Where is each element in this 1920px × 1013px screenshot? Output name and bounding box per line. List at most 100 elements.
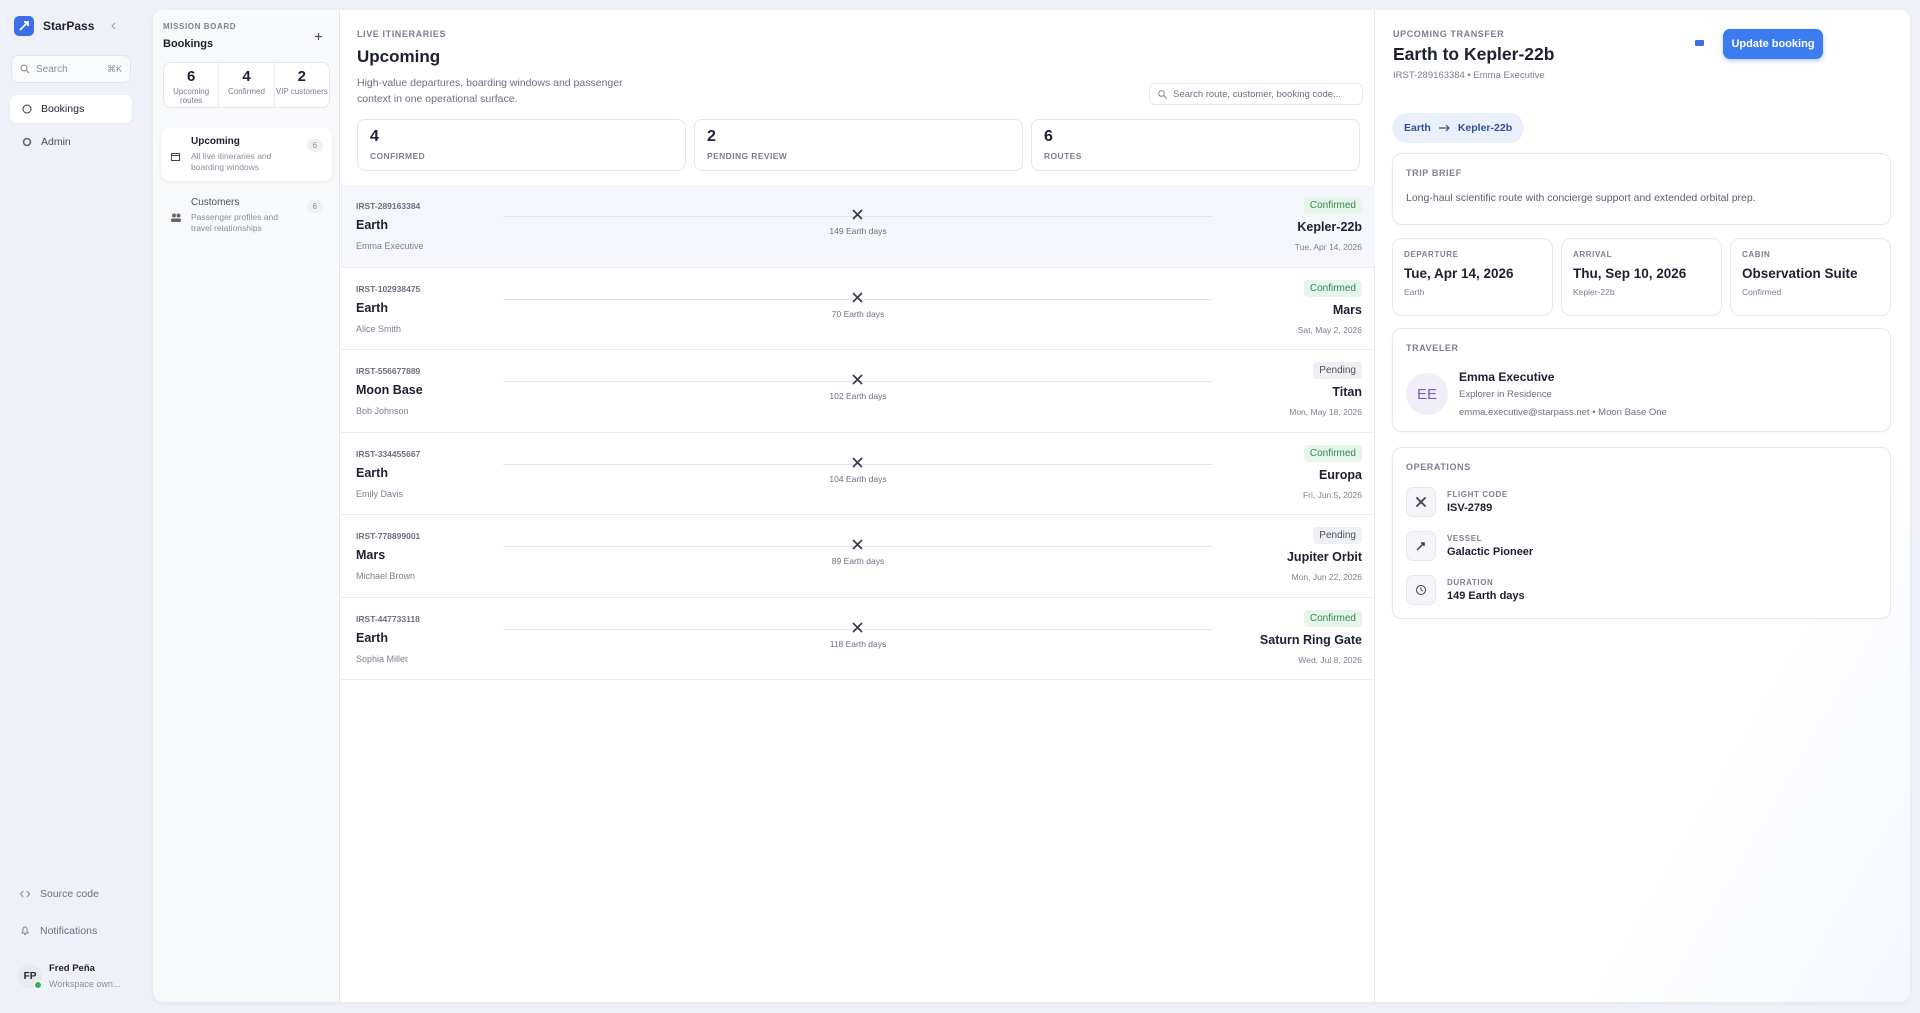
customer: Sophia Miller — [356, 653, 409, 664]
destination: Europa — [1318, 467, 1362, 482]
route-destination: Kepler-22b — [1457, 122, 1513, 134]
fact-sub: Earth — [1404, 287, 1425, 297]
view-description: All live itineraries and boarding window… — [191, 151, 272, 172]
card-icon[interactable] — [1695, 40, 1705, 47]
brand-name: StarPass — [43, 19, 95, 33]
itinerary-row[interactable]: IRST-447733118 Earth Sophia Miller 118 E… — [341, 598, 1375, 680]
avatar[interactable]: FP — [18, 964, 42, 988]
date: Tue, Apr 14, 2026 — [1294, 242, 1362, 252]
itinerary-row[interactable]: IRST-334455667 Earth Emily Davis 104 Ear… — [341, 433, 1375, 515]
date: Mon, Jun 22, 2026 — [1291, 572, 1362, 582]
operation-icon — [1406, 575, 1436, 605]
destination: Mars — [1332, 302, 1362, 317]
stat: 2 VIP customers — [275, 63, 329, 107]
collapse-icon[interactable] — [110, 22, 118, 30]
duration: 149 Earth days — [829, 226, 887, 236]
date: Wed, Jul 8, 2026 — [1298, 654, 1362, 665]
route-line — [503, 298, 1213, 300]
summary-label: CONFIRMED — [370, 151, 426, 161]
view-title: Upcoming — [191, 136, 240, 147]
summary-card: 4 CONFIRMED — [357, 119, 686, 171]
view-count: 6 — [306, 200, 323, 213]
booking-code: IRST-102938475 — [356, 283, 421, 294]
eyebrow: MISSION BOARD — [163, 22, 237, 31]
fact-sub: Kepler-22b — [1573, 287, 1615, 297]
destination: Titan — [1332, 385, 1362, 399]
plane-icon — [852, 292, 863, 302]
operation-label: VESSEL — [1447, 534, 1483, 543]
view-item[interactable]: Customers Passenger profiles and travel … — [161, 189, 332, 242]
plane-icon — [852, 539, 863, 550]
itinerary-row[interactable]: IRST-778899001 Mars Michael Brown 89 Ear… — [341, 515, 1375, 598]
status-badge: Pending — [1313, 527, 1362, 544]
footer-link-label: Notifications — [40, 925, 98, 937]
status-badge: Pending — [1313, 362, 1362, 379]
operation-value: ISV-2789 — [1447, 502, 1493, 514]
route-line — [503, 216, 1213, 217]
date: Sat, May 2, 2026 — [1297, 324, 1362, 335]
route-line — [503, 381, 1213, 382]
itinerary-row[interactable]: IRST-102938475 Earth Alice Smith 70 Eart… — [341, 268, 1375, 350]
destination: Saturn Ring Gate — [1259, 632, 1362, 647]
traveler-name: Emma Executive — [1459, 370, 1555, 384]
fact-card: ARRIVAL Thu, Sep 10, 2026 Kepler-22b — [1561, 238, 1722, 316]
summary-value: 6 — [1044, 128, 1053, 145]
search-placeholder: Search — [36, 63, 68, 75]
shortcut: ⌘K — [106, 63, 122, 74]
card-label: OPERATIONS — [1406, 462, 1471, 472]
itineraries: LIVE ITINERARIES Upcoming High-value dep… — [341, 10, 1375, 1002]
brand[interactable]: StarPass — [14, 16, 94, 36]
card-label: TRIP BRIEF — [1406, 168, 1462, 178]
user-role: Workspace own... — [49, 979, 121, 989]
fact-label: CABIN — [1742, 250, 1771, 259]
search-box[interactable]: Search ⌘K — [11, 55, 131, 83]
itinerary-row[interactable]: IRST-556677889 Moon Base Bob Johnson 102… — [341, 350, 1375, 433]
origin: Earth — [356, 218, 388, 232]
operation-value: Galactic Pioneer — [1447, 546, 1534, 558]
nav-label: Admin — [41, 136, 71, 148]
duration: 104 Earth days — [829, 473, 887, 484]
duration: 89 Earth days — [831, 556, 885, 566]
duration: 118 Earth days — [829, 638, 887, 649]
date: Fri, Jun 5, 2026 — [1302, 489, 1362, 500]
update-button[interactable]: Update booking — [1723, 29, 1823, 59]
operation-icon — [1406, 531, 1436, 561]
nav-item[interactable]: Admin — [10, 128, 132, 156]
operation-label: DURATION — [1447, 578, 1494, 587]
origin: Moon Base — [356, 383, 423, 397]
card-label: TRAVELER — [1406, 343, 1459, 353]
duration: 70 Earth days — [831, 308, 885, 319]
view-title: Customers — [191, 197, 240, 208]
operation-item: DURATION 149 Earth days — [1406, 575, 1525, 605]
user-name: Fred Peña — [49, 963, 95, 974]
operation-item: VESSEL Galactic Pioneer — [1406, 531, 1533, 561]
operation-label: FLIGHT CODE — [1447, 490, 1508, 499]
logo — [14, 16, 34, 36]
footer-link[interactable]: Notifications — [20, 925, 97, 937]
add-icon[interactable] — [314, 32, 323, 41]
traveler-contact: emma.executive@starpass.net • Moon Base … — [1459, 407, 1667, 418]
destination: Jupiter Orbit — [1286, 550, 1362, 564]
status-dot — [34, 981, 42, 989]
trip-brief-text: Long-haul scientific route with concierg… — [1406, 192, 1756, 204]
section-title: Upcoming — [357, 47, 441, 66]
traveler-role: Explorer in Residence — [1459, 389, 1552, 400]
operation-value: 149 Earth days — [1447, 590, 1525, 602]
footer-link[interactable]: Source code — [20, 888, 99, 900]
plane-icon — [852, 209, 863, 220]
route-chip: Earth Kepler-22b — [1392, 113, 1525, 143]
sidebar: StarPass Search ⌘K Bookings Admin Source … — [0, 0, 150, 1013]
fact-card: CABIN Observation Suite Confirmed — [1730, 238, 1891, 316]
route-line — [503, 463, 1213, 465]
search-placeholder: Search route, customer, booking code... — [1173, 88, 1341, 100]
stat-value: 6 — [186, 68, 196, 85]
itinerary-row[interactable]: IRST-289163384 Earth Emma Executive 149 … — [341, 185, 1375, 268]
fact-card: DEPARTURE Tue, Apr 14, 2026 Earth — [1392, 238, 1553, 316]
customer: Alice Smith — [356, 323, 402, 334]
view-item[interactable]: Upcoming All live itineraries and boardi… — [161, 128, 332, 181]
nav-item[interactable]: Bookings — [10, 95, 132, 123]
fact-label: ARRIVAL — [1573, 250, 1613, 259]
duration: 102 Earth days — [829, 391, 887, 401]
route-search[interactable]: Search route, customer, booking code... — [1149, 83, 1363, 105]
route-origin: Earth — [1404, 122, 1431, 134]
